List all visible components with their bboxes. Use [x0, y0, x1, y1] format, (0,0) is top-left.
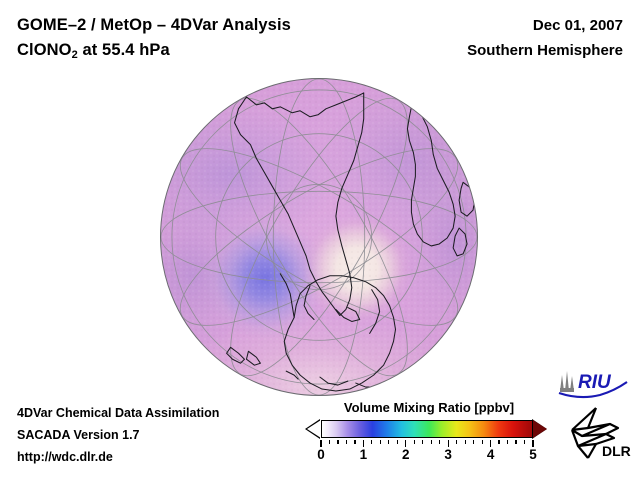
- colorbar-tick-minor: [379, 440, 381, 444]
- coastlines: [226, 92, 476, 392]
- colorbar: Volume Mixing Ratio [ppbv] 0 1 2 3 4 5: [305, 400, 553, 462]
- colorbar-tick-minor: [388, 440, 390, 444]
- colorbar-tick-minor: [456, 440, 458, 444]
- footer-line-assimilation: 4DVar Chemical Data Assimilation: [17, 406, 220, 420]
- colorbar-tick-minor: [337, 440, 339, 444]
- footer-block: 4DVar Chemical Data Assimilation SACADA …: [17, 402, 219, 468]
- title-block: GOME–2 / MetOp – 4DVar Analysis ClONO2 a…: [17, 13, 291, 65]
- colorbar-tick-minor: [523, 440, 526, 444]
- colorbar-tick-minor: [506, 440, 509, 444]
- page-subtitle: ClONO2 at 55.4 hPa: [17, 38, 291, 65]
- colorbar-tick-minor: [422, 440, 424, 444]
- page-title: GOME–2 / MetOp – 4DVar Analysis: [17, 16, 291, 34]
- colorbar-tick-minor: [481, 440, 483, 444]
- colorbar-tick-minor: [354, 440, 356, 444]
- colorbar-tick-labels: 0 1 2 3 4 5: [317, 447, 537, 465]
- pressure-level-label: at 55.4 hPa: [77, 41, 170, 59]
- riu-wordmark: RIU: [578, 372, 612, 393]
- colorbar-tick-minor: [371, 440, 373, 444]
- colorbar-gradient: [321, 420, 533, 438]
- colorbar-tick-major: [320, 440, 322, 447]
- globe-map: [160, 78, 478, 396]
- species-label: ClONO: [17, 41, 72, 59]
- footer-line-url[interactable]: http://wdc.dlr.de: [17, 450, 113, 464]
- riu-logo: RIU: [558, 371, 628, 399]
- colorbar-title: Volume Mixing Ratio [ppbv]: [343, 400, 515, 415]
- colorbar-tick-label: 3: [444, 447, 452, 462]
- colorbar-row: 0 1 2 3 4 5: [305, 419, 553, 462]
- date-label: Dec 01, 2007: [532, 17, 623, 34]
- dlr-eagle-icon: [570, 407, 620, 459]
- riu-spikes-icon: [560, 371, 574, 392]
- graticule-lines: [161, 79, 477, 395]
- colorbar-low-extend-arrow: [307, 420, 321, 438]
- colorbar-ticks: [320, 440, 534, 447]
- dlr-logo: DLR: [570, 407, 631, 459]
- dlr-wordmark: DLR: [602, 443, 631, 459]
- colorbar-tick-minor: [430, 440, 432, 444]
- colorbar-tick-major: [490, 440, 492, 447]
- colorbar-tick-minor: [413, 440, 415, 444]
- colorbar-tick-label: 2: [402, 447, 410, 462]
- colorbar-tick-minor: [345, 440, 348, 444]
- colorbar-tick-major: [447, 440, 449, 447]
- colorbar-tick-minor: [473, 440, 475, 444]
- footer-line-version: SACADA Version 1.7: [17, 428, 140, 442]
- colorbar-tick-major: [405, 440, 407, 447]
- colorbar-tick-label: 1: [359, 447, 368, 462]
- colorbar-tick-label: 0: [317, 447, 325, 462]
- riu-swoosh-icon: [558, 381, 628, 399]
- colorbar-tick-minor: [498, 440, 500, 444]
- colorbar-tick-minor: [464, 440, 466, 444]
- colorbar-tick-label: 4: [486, 447, 495, 462]
- colorbar-tick-minor: [328, 440, 331, 444]
- colorbar-tick-minor: [515, 440, 517, 444]
- region-label: Southern Hemisphere: [467, 42, 623, 59]
- colorbar-tick-label: 5: [529, 447, 537, 462]
- date-block: Dec 01, 2007 Southern Hemisphere: [467, 13, 623, 63]
- colorbar-high-extend-arrow: [533, 420, 547, 438]
- colorbar-tick-major: [532, 440, 534, 447]
- colorbar-tick-major: [362, 440, 364, 447]
- globe-disc: [160, 78, 478, 396]
- species-subscript: 2: [71, 49, 78, 61]
- colorbar-tick-minor: [396, 440, 398, 444]
- colorbar-tick-minor: [439, 440, 441, 444]
